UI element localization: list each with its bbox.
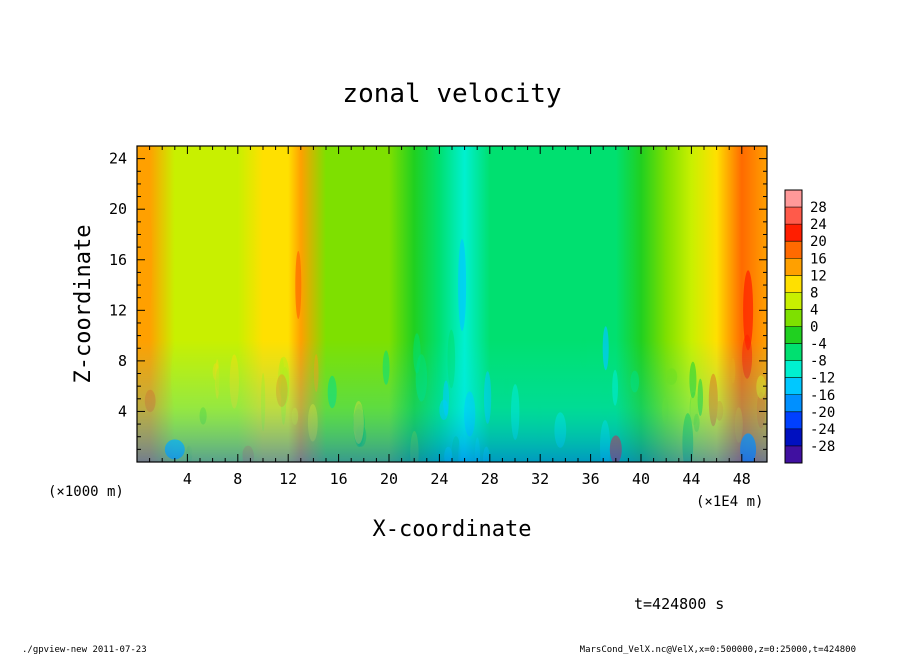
time-label: t=424800 s xyxy=(634,595,724,613)
colorbar-label: 16 xyxy=(810,251,827,267)
footer-left: ./gpview-new 2011-07-23 xyxy=(22,645,147,654)
x-axis: 4 8 12 16 20 24 28 32 36 40 44 48 xyxy=(149,146,755,488)
x-tick-label: 16 xyxy=(330,470,348,488)
heatmap-feature xyxy=(458,239,467,331)
colorbar-swatch xyxy=(785,445,802,464)
heatmap-bottom-layer xyxy=(137,340,767,462)
colorbar-label: 24 xyxy=(810,217,827,233)
y-tick-label: 8 xyxy=(118,352,127,370)
x-axis-label: X-coordinate xyxy=(373,517,532,542)
y-axis-label: Z-coordinate xyxy=(71,225,96,384)
colorbar-swatch xyxy=(785,360,802,378)
colorbar-label: -12 xyxy=(810,371,835,387)
colorbar-swatch xyxy=(785,411,802,430)
colorbar-swatch xyxy=(785,343,802,361)
colorbar-swatch xyxy=(785,190,802,208)
x-tick-label: 12 xyxy=(279,470,297,488)
colorbar-label: -8 xyxy=(810,354,827,370)
x-tick-label: 44 xyxy=(682,470,700,488)
colorbar-label: -28 xyxy=(810,439,835,455)
colorbar-label: -4 xyxy=(810,337,827,353)
x-tick-label: 40 xyxy=(632,470,650,488)
y-tick-label: 20 xyxy=(109,200,127,218)
x-tick-label: 48 xyxy=(733,470,751,488)
x-tick-label: 24 xyxy=(430,470,448,488)
colorbar-swatch xyxy=(785,394,802,413)
colorbar-swatch xyxy=(785,309,802,327)
colorbar-swatch xyxy=(785,258,802,276)
colorbar-swatch xyxy=(785,207,802,225)
colorbar-label: 12 xyxy=(810,268,827,284)
chart-title: zonal velocity xyxy=(342,79,561,109)
x-tick-label: 4 xyxy=(183,470,192,488)
x-tick-label: 8 xyxy=(233,470,242,488)
x-tick-label: 28 xyxy=(481,470,499,488)
colorbar-swatch xyxy=(785,224,802,242)
y-tick-label: 16 xyxy=(109,251,127,269)
colorbar-label: -16 xyxy=(810,388,835,404)
heatmap-feature xyxy=(142,199,153,320)
y-axis: 4 8 12 16 20 24 xyxy=(109,150,767,450)
colorbar-swatch xyxy=(785,377,802,396)
heatmap-feature xyxy=(295,251,302,319)
colorbar-swatch xyxy=(785,428,802,447)
colorbar-label: 0 xyxy=(810,320,818,336)
colorbar-swatch xyxy=(785,326,802,344)
y-tick-label: 4 xyxy=(118,402,127,420)
colorbar-label: 8 xyxy=(810,285,818,301)
heatmap-field xyxy=(137,146,767,462)
footer-right: MarsCond_VelX.nc@VelX,x=0:500000,z=0:250… xyxy=(580,645,856,654)
y-scale-label: (×1000 m) xyxy=(48,484,124,500)
colorbar-swatch xyxy=(785,241,802,259)
x-tick-label: 32 xyxy=(531,470,549,488)
colorbar-label: 28 xyxy=(810,200,827,216)
colorbar-swatch xyxy=(785,292,802,310)
x-scale-label: (×1E4 m) xyxy=(696,494,763,510)
x-tick-label: 20 xyxy=(380,470,398,488)
colorbar-label: 4 xyxy=(810,302,818,318)
colorbar-label: -24 xyxy=(810,422,835,438)
y-tick-label: 24 xyxy=(109,150,127,168)
x-tick-label: 36 xyxy=(582,470,600,488)
colorbar-label: -20 xyxy=(810,405,835,421)
y-tick-label: 12 xyxy=(109,301,127,319)
colorbar-swatch xyxy=(785,275,802,293)
colorbar-label: 20 xyxy=(810,234,827,250)
heatmap-feature xyxy=(743,270,754,351)
